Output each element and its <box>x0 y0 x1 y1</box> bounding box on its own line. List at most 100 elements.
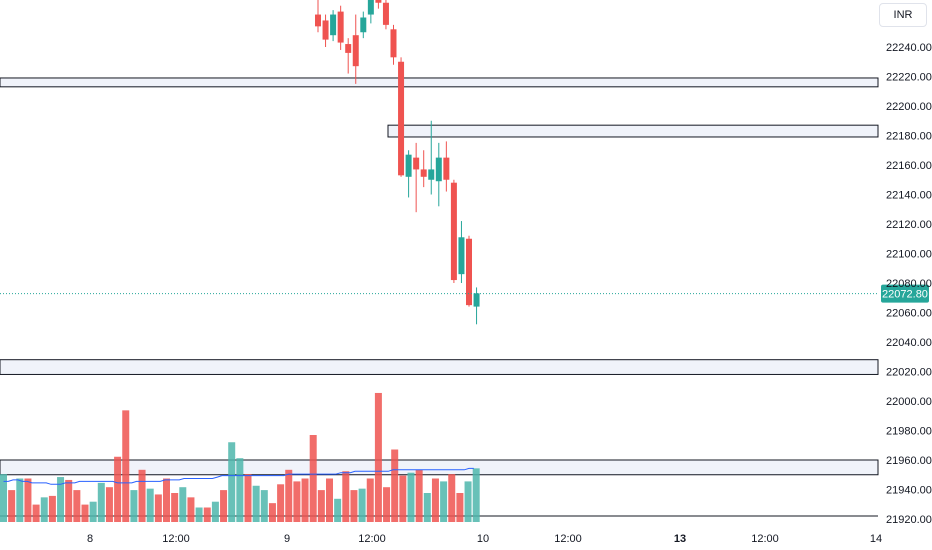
candle-body <box>398 61 405 176</box>
time-axis[interactable]: 8 12:00 9 12:00 10 12:00 13 12:00 14 <box>87 533 882 545</box>
volume-bar <box>285 469 293 522</box>
volume-bar <box>163 478 170 522</box>
candle-body <box>443 157 450 180</box>
zone-rectangle <box>0 77 879 88</box>
volume-bar <box>57 477 65 522</box>
price-line-layer: 22072.80 <box>0 284 929 303</box>
volume-bar <box>472 468 480 522</box>
price-tick-label: 22220.00 <box>886 72 932 84</box>
candle-body <box>390 29 397 58</box>
volume-bar <box>260 490 268 522</box>
volume-bar <box>179 487 187 522</box>
price-axis[interactable]: 22240.00 22220.00 22200.00 22180.00 22160.00… <box>886 42 932 526</box>
price-tick-label: 22120.00 <box>886 219 932 231</box>
volume-bar <box>358 488 366 522</box>
time-tick-label: 10 <box>477 533 489 545</box>
price-tick-label: 22000.00 <box>886 396 932 408</box>
volume-bar <box>244 474 252 522</box>
volume-bar <box>73 490 81 522</box>
price-tick-label: 22060.00 <box>886 308 932 320</box>
zone-rectangle <box>0 459 879 476</box>
volume-bar <box>97 482 105 522</box>
volume-bar <box>391 449 399 522</box>
volume-layer <box>0 392 480 522</box>
zone-rectangle <box>0 359 879 375</box>
volume-bar <box>326 478 333 522</box>
candle-body <box>337 11 344 43</box>
volume-bar <box>334 498 342 522</box>
price-tick-label: 22100.00 <box>886 249 932 261</box>
volume-bar <box>81 504 89 522</box>
time-tick-label: 14 <box>870 533 882 545</box>
volume-bar <box>309 435 317 522</box>
price-tick-label: 22020.00 <box>886 367 932 379</box>
price-tick-label: 22240.00 <box>886 42 932 54</box>
zone-rectangle <box>387 124 879 138</box>
volume-bar <box>130 490 138 522</box>
price-tick-label: 22080.00 <box>886 278 932 290</box>
volume-bar <box>105 487 113 522</box>
candle-body <box>405 154 412 177</box>
volume-bar <box>89 501 97 522</box>
time-tick-label: 12:00 <box>162 533 190 545</box>
volume-bar <box>0 474 7 522</box>
candle-body <box>330 14 337 36</box>
last-price-badge <box>881 284 929 303</box>
volume-bar <box>171 493 179 522</box>
candle-body <box>360 17 367 33</box>
price-tick-label: 22180.00 <box>886 131 932 143</box>
volume-ma-layer <box>3 467 474 485</box>
time-tick-label: 12:00 <box>554 533 582 545</box>
price-tick-label: 22160.00 <box>886 160 932 172</box>
volume-bar <box>374 392 382 522</box>
price-tick-label: 21940.00 <box>886 485 932 497</box>
volume-bar <box>211 501 219 522</box>
candle-body <box>428 169 435 180</box>
volume-bar <box>464 481 472 522</box>
candle-body <box>458 237 465 275</box>
volume-moving-average-line <box>3 467 474 485</box>
volume-bar <box>317 490 325 522</box>
time-tick-label: 9 <box>284 533 290 545</box>
volume-bar <box>301 478 309 522</box>
volume-bar <box>48 495 56 522</box>
volume-bar <box>8 490 16 522</box>
volume-bar <box>122 410 130 522</box>
volume-bar <box>187 497 195 522</box>
currency-label[interactable]: INR <box>879 3 927 27</box>
candle-body <box>315 14 321 27</box>
price-tick-label: 22040.00 <box>886 337 932 349</box>
volume-bar <box>456 493 464 522</box>
volume-bar <box>415 469 423 522</box>
volume-bar <box>440 481 448 522</box>
volume-bar <box>40 497 48 522</box>
volume-bar <box>203 507 211 522</box>
candle-layer <box>315 0 480 325</box>
candle-body <box>420 169 427 177</box>
volume-bar <box>138 469 146 522</box>
volume-bar <box>423 493 431 522</box>
volume-bar <box>407 472 415 522</box>
volume-bar <box>431 478 439 522</box>
volume-bar <box>268 503 276 522</box>
candle-body <box>466 238 472 306</box>
last-price-label: 22072.80 <box>882 289 928 301</box>
volume-bar <box>342 471 350 522</box>
volume-bar <box>366 478 374 522</box>
price-tick-label: 22200.00 <box>886 101 932 113</box>
time-tick-label: 12:00 <box>358 533 386 545</box>
volume-bar <box>277 484 285 522</box>
candle-body <box>435 157 442 182</box>
price-tick-label: 21920.00 <box>886 514 932 526</box>
volume-bar <box>154 494 162 522</box>
candle-body <box>450 182 457 281</box>
candle-body <box>322 20 329 40</box>
time-tick-label: 8 <box>87 533 93 545</box>
volume-bar <box>252 485 260 522</box>
candle-body <box>413 157 420 170</box>
zone-layer <box>0 77 879 517</box>
volume-bar <box>228 442 236 522</box>
time-tick-label: 13 <box>674 533 686 545</box>
price-tick-label: 21980.00 <box>886 426 932 438</box>
